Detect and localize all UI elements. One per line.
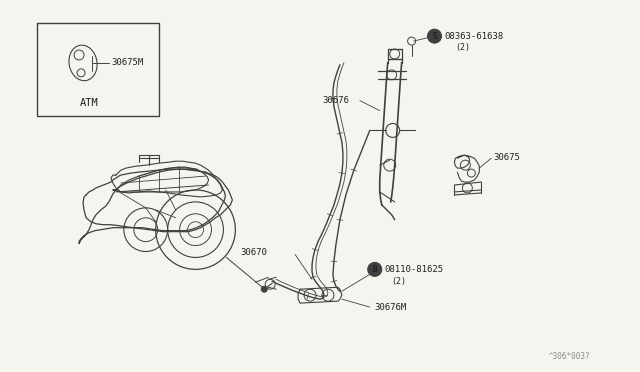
Text: 30675: 30675 xyxy=(493,153,520,162)
Text: ^306*003?: ^306*003? xyxy=(549,352,591,361)
Text: B: B xyxy=(372,265,377,274)
Circle shape xyxy=(261,286,268,292)
Text: ATM: ATM xyxy=(79,97,99,108)
Circle shape xyxy=(368,262,381,276)
Text: (2): (2) xyxy=(392,277,406,286)
Text: 30676: 30676 xyxy=(322,96,349,105)
Text: 08110-81625: 08110-81625 xyxy=(385,265,444,274)
Text: (2): (2) xyxy=(456,42,470,52)
Circle shape xyxy=(428,29,442,43)
Text: 30676M: 30676M xyxy=(375,302,407,312)
Text: S: S xyxy=(432,32,437,41)
Text: 30670: 30670 xyxy=(241,248,268,257)
Text: 30675M: 30675M xyxy=(111,58,143,67)
Text: 08363-61638: 08363-61638 xyxy=(444,32,504,41)
